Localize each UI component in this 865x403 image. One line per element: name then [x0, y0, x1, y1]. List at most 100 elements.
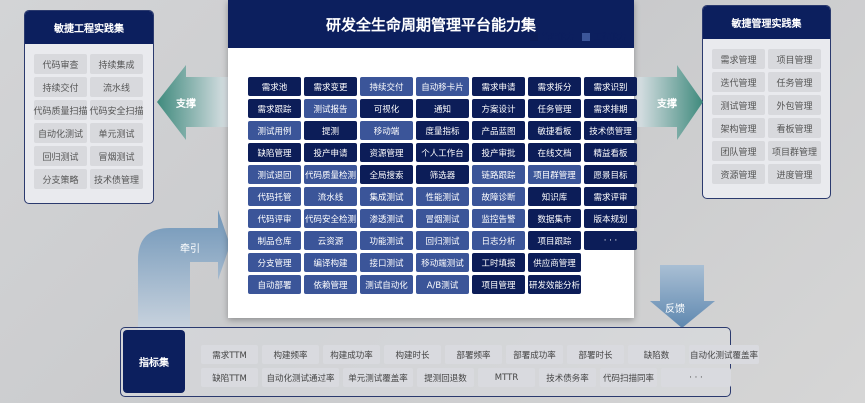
practice-item: 持续交付	[34, 77, 87, 97]
metric-item: 代码扫描同率	[600, 368, 657, 387]
practice-item: 测试管理	[712, 95, 765, 115]
practice-item: 进度管理	[768, 164, 821, 184]
metric-item: 部署成功率	[506, 345, 563, 364]
management-capability: 需求申请	[472, 77, 525, 96]
metrics-label: 指标集	[123, 330, 185, 393]
engineering-capability: 项目群管理	[528, 165, 581, 184]
engineering-capability: 分支管理	[248, 253, 301, 272]
management-capability: 缺陷管理	[248, 143, 301, 162]
management-capability: 在线文档	[528, 143, 581, 162]
engineering-capability: 测试用例	[248, 121, 301, 140]
practice-item: 自动化测试	[34, 123, 87, 143]
management-capability: 需求变更	[304, 77, 357, 96]
engineering-capability: 测试退回	[248, 165, 301, 184]
metric-item: MTTR	[478, 368, 535, 387]
management-capability: · · ·	[584, 231, 637, 250]
practice-item: 代码审查	[34, 54, 87, 74]
management-capability: 需求跟踪	[248, 99, 301, 118]
management-capability: 投产申请	[304, 143, 357, 162]
management-capability: 研发效能分析	[528, 275, 581, 294]
support-label-right: 支撑	[657, 99, 677, 110]
engineering-capability: 自动移卡片	[416, 77, 469, 96]
management-capability: 可视化	[360, 99, 413, 118]
management-capability: 项目管理	[472, 275, 525, 294]
panel-title: 敏捷管理实践集	[703, 6, 830, 39]
feedback-arrow	[650, 265, 715, 328]
management-capability: 工时填报	[472, 253, 525, 272]
management-capability: 供应商管理	[528, 253, 581, 272]
management-capability: 通知	[416, 99, 469, 118]
panel-title: 敏捷工程实践集	[25, 11, 153, 44]
metric-item: 提测回退数	[417, 368, 474, 387]
metric-item: 缺陷数	[628, 345, 685, 364]
management-capability: 需求排期	[584, 99, 637, 118]
management-capability: 任务管理	[528, 99, 581, 118]
metric-item: 需求TTM	[201, 345, 258, 364]
metric-item: 技术债务率	[539, 368, 596, 387]
practice-item: 团队管理	[712, 141, 765, 161]
metric-item: 构建成功率	[323, 345, 380, 364]
engineering-capability: 回归测试	[416, 231, 469, 250]
engineering-capability: 代码质量检测	[304, 165, 357, 184]
engineering-capability: 编译构建	[304, 253, 357, 272]
management-capability: 筛选器	[416, 165, 469, 184]
management-capability: 需求池	[248, 77, 301, 96]
management-capability: 个人工作台	[416, 143, 469, 162]
engineering-capability: 移动端	[360, 121, 413, 140]
feedback-label: 反馈	[665, 304, 685, 315]
practice-item: 冒烟测试	[90, 146, 143, 166]
management-capability: 知识库	[528, 187, 581, 206]
engineering-capability: 云资源	[304, 231, 357, 250]
management-capability: 愿景目标	[584, 165, 637, 184]
engineering-capability: 自动部署	[248, 275, 301, 294]
management-capability: 需求评审	[584, 187, 637, 206]
management-capability: 数据集市	[528, 209, 581, 228]
metric-item: 部署时长	[567, 345, 624, 364]
practice-item: 单元测试	[90, 123, 143, 143]
metric-item: 部署频率	[445, 345, 502, 364]
metrics-panel: 指标集 需求TTM 构建频率 构建成功率 构建时长 部署频率 部署成功率 部署时长 缺陷数 自动…	[120, 327, 759, 397]
management-capability: 产品蓝图	[472, 121, 525, 140]
pull-arrow	[138, 210, 230, 330]
engineering-capability: 持续交付	[360, 77, 413, 96]
engineering-capability: 链路跟踪	[472, 165, 525, 184]
engineering-capability: 代码评审	[248, 209, 301, 228]
engineering-capability: 测试报告	[304, 99, 357, 118]
engineering-capability: 移动端测试	[416, 253, 469, 272]
metric-item: 自动化测试覆盖率	[689, 345, 759, 364]
legend: 管理能力 工程能力	[530, 31, 626, 42]
engineering-capability: 功能测试	[360, 231, 413, 250]
management-capability: 敏捷看板	[528, 121, 581, 140]
engineering-capability: 接口测试	[360, 253, 413, 272]
engineering-capability: 日志分析	[472, 231, 525, 250]
practice-item: 项目群管理	[768, 141, 821, 161]
practice-item: 外包管理	[768, 95, 821, 115]
management-capability: 度量指标	[416, 121, 469, 140]
practice-item: 看板管理	[768, 118, 821, 138]
practice-item: 代码质量扫描	[34, 100, 88, 120]
engineering-capability: 监控告警	[472, 209, 525, 228]
engineering-capability: 冒烟测试	[416, 209, 469, 228]
agile-engineering-panel: 敏捷工程实践集 代码审查 持续集成 持续交付 流水线 代码质量扫描 代码安全扫描 自动化测试…	[24, 10, 154, 204]
management-capability: 投产审批	[472, 143, 525, 162]
practice-item: 迭代管理	[712, 72, 765, 92]
management-capability: 精益看板	[584, 143, 637, 162]
metric-item: 构建时长	[384, 345, 441, 364]
engineering-capability: A/B测试	[416, 275, 469, 294]
engineering-capability: 故障诊断	[472, 187, 525, 206]
engineering-capability: 代码安全检测	[304, 209, 357, 228]
management-capability: 项目跟踪	[528, 231, 581, 250]
practice-item: 持续集成	[90, 54, 143, 74]
management-capability: 需求拆分	[528, 77, 581, 96]
engineering-capability: 测试自动化	[360, 275, 413, 294]
management-capability: 资源管理	[360, 143, 413, 162]
management-capability: 需求识别	[584, 77, 637, 96]
practice-item: 项目管理	[768, 49, 821, 69]
engineering-capability: 集成测试	[360, 187, 413, 206]
engineering-capability: 制品仓库	[248, 231, 301, 250]
engineering-capability: 依赖管理	[304, 275, 357, 294]
metric-item: 缺陷TTM	[201, 368, 258, 387]
page-title: 研发全生命周期管理平台能力集	[228, 0, 634, 48]
management-capability: 方案设计	[472, 99, 525, 118]
agile-management-panel: 敏捷管理实践集 需求管理 项目管理 迭代管理 任务管理 测试管理 外包管理 架构管理 看板管理…	[702, 5, 831, 199]
